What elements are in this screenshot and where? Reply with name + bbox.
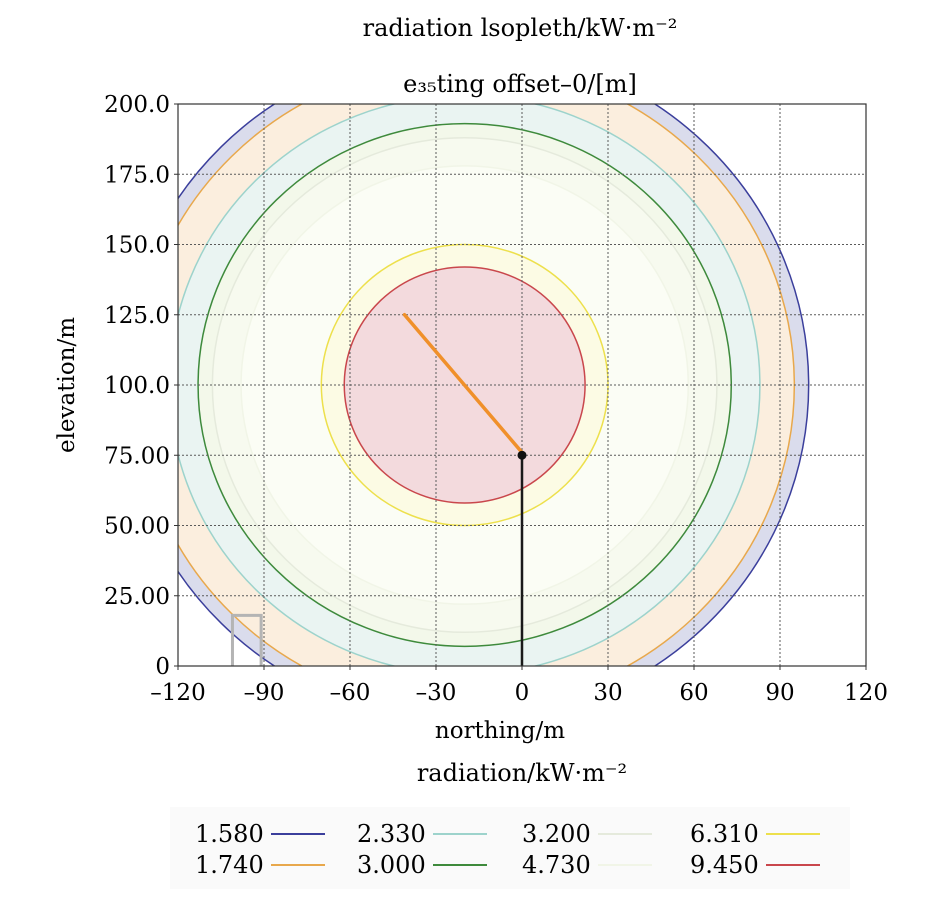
legend-label: 6.310 bbox=[690, 820, 759, 848]
legend-item-1.580: 1.580 bbox=[195, 820, 325, 848]
legend-label: 1.580 bbox=[195, 820, 264, 848]
x-tick-label: –90 bbox=[244, 680, 285, 706]
x-tick-label: 30 bbox=[593, 680, 622, 706]
y-tick-label: 100.0 bbox=[104, 373, 170, 399]
y-tick-label: 0 bbox=[155, 654, 170, 680]
y-axis-label: elevation/m bbox=[54, 317, 80, 453]
ground-structure bbox=[230, 613, 263, 666]
legend-label: 2.330 bbox=[357, 820, 426, 848]
legend-label: 4.730 bbox=[522, 851, 591, 879]
x-tick-label: –30 bbox=[416, 680, 457, 706]
y-tick-label: 25.00 bbox=[104, 584, 170, 610]
x-tick-label: 60 bbox=[679, 680, 708, 706]
x-axis-ticks: –120 –90 –60 –30 0 30 60 90 120 bbox=[150, 666, 888, 706]
x-tick-label: –120 bbox=[150, 680, 205, 706]
legend-item-6.310: 6.310 bbox=[690, 820, 820, 848]
legend-item-9.450: 9.450 bbox=[690, 851, 820, 879]
y-tick-label: 125.0 bbox=[104, 303, 170, 329]
legend-label: 3.200 bbox=[522, 820, 591, 848]
x-tick-label: 120 bbox=[844, 680, 888, 706]
chart-title: radiation lsopleth/kW·m⁻² bbox=[363, 14, 678, 42]
legend-label: 3.000 bbox=[357, 851, 426, 879]
chart-subtitle: e₃₅ting offset–0/[m] bbox=[403, 70, 637, 98]
plot-marks bbox=[230, 313, 527, 666]
flame bbox=[402, 313, 524, 455]
x-tick-label: 90 bbox=[765, 680, 794, 706]
legend-label: 1.740 bbox=[195, 851, 264, 879]
legend-label: 9.450 bbox=[690, 851, 759, 879]
y-tick-label: 175.0 bbox=[104, 162, 170, 188]
y-axis-ticks: 0 25.00 50.00 75.00 100.0 125.0 150.0 175.0 200.… bbox=[104, 92, 178, 680]
legend-item-2.330: 2.330 bbox=[357, 820, 487, 848]
legend-item-1.740: 1.740 bbox=[195, 851, 325, 879]
legend-item-3.000: 3.000 bbox=[357, 851, 487, 879]
x-axis-label: northing/m bbox=[435, 718, 565, 744]
y-tick-label: 200.0 bbox=[104, 92, 170, 118]
legend-item-4.730: 4.730 bbox=[522, 851, 652, 879]
legend-item-3.200: 3.200 bbox=[522, 820, 652, 848]
y-tick-label: 75.00 bbox=[104, 443, 170, 469]
legend: 1.580 1.740 2.330 3.000 3.200 4.730 6.310 9.450 bbox=[195, 820, 820, 879]
stack-tip-marker bbox=[517, 450, 527, 460]
y-tick-label: 50.00 bbox=[104, 514, 170, 540]
legend-title: radiation/kW·m⁻² bbox=[417, 759, 627, 787]
legend-box bbox=[170, 807, 850, 889]
y-tick-label: 150.0 bbox=[104, 233, 170, 259]
x-tick-label: 0 bbox=[515, 680, 530, 706]
x-tick-label: –60 bbox=[330, 680, 371, 706]
